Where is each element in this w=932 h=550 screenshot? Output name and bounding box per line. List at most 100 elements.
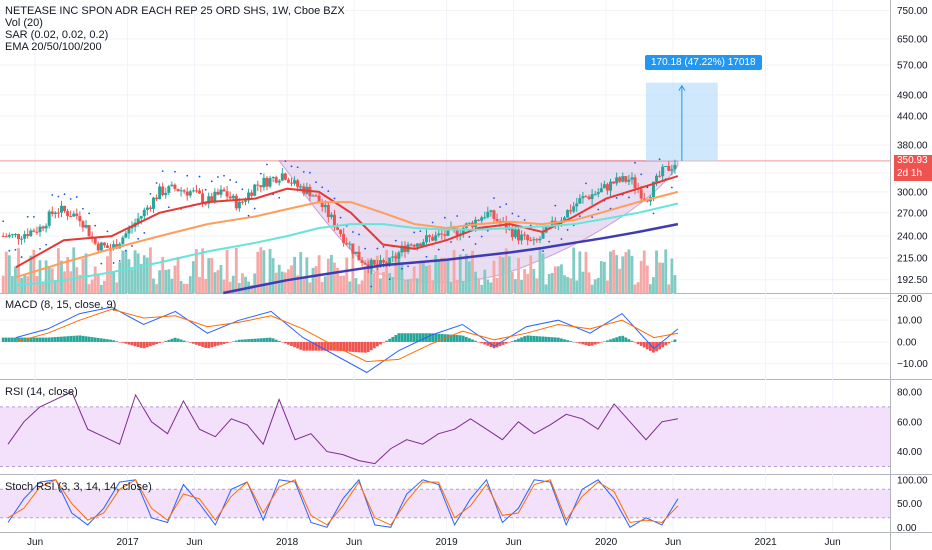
volume-bar — [452, 250, 456, 293]
legend-sar[interactable]: SAR (0.02, 0.02, 0.2) — [5, 29, 109, 41]
volume-bar — [578, 251, 582, 293]
candle-body — [388, 257, 392, 266]
macd-histogram-bar — [541, 336, 545, 342]
sar-dot — [450, 240, 452, 243]
volume-bar — [584, 251, 588, 293]
candle-body — [151, 197, 155, 209]
volume-bar — [17, 248, 20, 293]
candle-body — [4, 236, 8, 238]
volume-bar — [388, 273, 392, 293]
price-tick-label: 192.50 — [897, 275, 928, 286]
volume-bar — [176, 256, 180, 293]
macd-histogram-bar — [538, 336, 542, 342]
candle-body — [78, 216, 82, 222]
candle-body — [173, 184, 177, 189]
macd-histogram-bar — [550, 337, 554, 342]
candle-body — [421, 242, 425, 247]
legend-ema[interactable]: EMA 20/50/100/200 — [5, 41, 102, 53]
ema200-line — [223, 222, 679, 295]
macd-histogram-bar — [584, 341, 588, 346]
macd-histogram-bar — [615, 337, 619, 342]
candle-body — [66, 211, 70, 217]
candle-body — [280, 173, 284, 181]
volume-bar — [308, 282, 312, 293]
stoch-pane-title[interactable]: Stoch RSI (3, 3, 14, 14, close) — [5, 481, 152, 493]
candle-body — [596, 192, 600, 195]
volume-bar — [87, 284, 91, 293]
candle-body — [59, 205, 63, 213]
macd-histogram-bar — [216, 341, 220, 346]
candle-body — [480, 217, 484, 221]
candle-body — [590, 194, 594, 200]
macd-histogram-bar — [471, 339, 474, 342]
sar-dot — [309, 171, 311, 174]
candle-body — [535, 239, 539, 241]
candle-body — [155, 197, 159, 200]
volume-bar — [354, 278, 358, 293]
countdown-tag: 2d 1h — [894, 168, 932, 181]
candle-body — [437, 233, 441, 236]
candle-body — [332, 214, 336, 228]
volume-bar — [532, 268, 536, 293]
macd-histogram-bar — [406, 333, 410, 342]
candle-body — [53, 212, 57, 214]
rsi-pane-title[interactable]: RSI (14, close) — [5, 386, 78, 398]
macd-histogram-bar — [345, 341, 349, 352]
macd-histogram-bar — [599, 341, 603, 343]
volume-bar — [121, 250, 125, 293]
sar-dot — [155, 182, 158, 184]
candle-body — [256, 184, 260, 186]
candle-body — [434, 235, 438, 241]
sar-dot — [321, 186, 324, 189]
candle-body — [204, 203, 208, 205]
macd-histogram-bar — [477, 341, 481, 343]
candle-body — [581, 196, 585, 199]
candle-body — [630, 177, 634, 180]
macd-histogram-bar — [514, 339, 517, 342]
volume-bar — [526, 273, 530, 293]
sar-dot — [443, 216, 446, 219]
volume-bar — [403, 280, 407, 293]
sar-dot — [32, 215, 35, 218]
x-tick-label: Jun — [825, 537, 841, 548]
rsi-tick-label: 40.00 — [897, 447, 922, 458]
candle-body — [29, 230, 33, 237]
volume-bar — [523, 269, 527, 293]
candle-body — [639, 189, 643, 199]
volume-bar — [400, 262, 404, 293]
sar-dot — [143, 232, 146, 234]
sar-dot — [431, 221, 434, 224]
macd-histogram-bar — [179, 339, 183, 342]
volume-bar — [369, 259, 373, 293]
macd-histogram-bar — [366, 341, 370, 353]
macd-histogram-bar — [618, 336, 622, 342]
volume-bar — [10, 276, 14, 293]
macd-histogram-bar — [228, 341, 232, 343]
macd-histogram-bar — [446, 334, 450, 342]
macd-histogram-bar — [523, 336, 527, 342]
macd-histogram-bar — [290, 341, 293, 346]
candle-body — [461, 227, 465, 234]
macd-histogram-bar — [572, 341, 576, 343]
candle-body — [593, 194, 597, 196]
legend-volume[interactable]: Vol (20) — [5, 17, 43, 29]
macd-pane-title[interactable]: MACD (8, 15, close, 9) — [5, 299, 117, 311]
candle-body — [93, 237, 97, 244]
candle-body — [618, 177, 622, 182]
macd-histogram-bar — [191, 341, 195, 344]
macd-histogram-bar — [271, 338, 275, 342]
candle-body — [130, 226, 134, 229]
macd-histogram-bar — [391, 336, 395, 342]
volume-bar — [44, 260, 48, 293]
volume-bar — [41, 281, 45, 293]
candle-body — [658, 175, 662, 177]
macd-histogram-bar — [360, 341, 364, 353]
volume-bar — [201, 248, 204, 293]
sar-dot — [401, 267, 403, 270]
rsi-tick-label: 80.00 — [897, 387, 922, 398]
macd-histogram-bar — [250, 338, 254, 342]
sar-dot — [578, 215, 581, 218]
macd-histogram-bar — [461, 335, 465, 342]
sar-dot — [94, 224, 97, 227]
